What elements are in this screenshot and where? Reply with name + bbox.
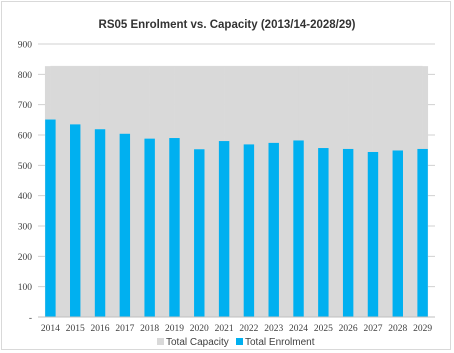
y-tick-label-8: 800	[18, 71, 33, 81]
enrolment-bar-2018	[144, 138, 155, 317]
enrolment-bar-2016	[94, 129, 106, 317]
x-tick-label-2016: 2016	[91, 324, 110, 334]
enrolment-bar-2022	[243, 144, 255, 317]
enrolment-bar-2025	[318, 148, 329, 317]
enrolment-bar-2023	[268, 142, 279, 317]
enrolment-bar-2027	[367, 151, 379, 317]
legend: Total Capacity Total Enrolment	[157, 337, 315, 348]
x-tick-label-2020: 2020	[190, 324, 209, 334]
x-tick-label-2024: 2024	[289, 324, 308, 334]
enrolment-bar-2015	[70, 124, 81, 317]
y-tick-label-7: 700	[18, 101, 33, 111]
x-tick-label-2018: 2018	[140, 324, 159, 334]
chart-title: RS05 Enrolment vs. Capacity (2013/14-202…	[99, 19, 356, 31]
y-tick-label-9: 900	[18, 41, 33, 51]
x-tick-label-2028: 2028	[388, 324, 407, 334]
x-tick-label-2026: 2026	[339, 324, 358, 334]
x-tick-label-2014: 2014	[41, 324, 60, 334]
x-tick-label-2019: 2019	[165, 324, 184, 334]
x-tick-label-2021: 2021	[215, 324, 234, 334]
enrolment-bar-2029	[417, 148, 428, 317]
x-tick-label-2029: 2029	[413, 324, 432, 334]
enrolment-bar-2017	[119, 133, 131, 317]
enrolment-bar-2028	[392, 150, 403, 317]
enrolment-bar-2024	[293, 140, 304, 317]
legend-label-enrolment: Total Enrolment	[245, 337, 315, 348]
enrolment-bar-2019	[169, 138, 180, 317]
legend-swatch-capacity	[157, 338, 164, 345]
y-tick-label-1: 100	[18, 283, 33, 293]
enrolment-bar-2014	[45, 119, 56, 317]
y-tick-label-3: 300	[18, 223, 33, 233]
y-tick-label-2: 200	[18, 253, 33, 263]
y-tick-label-5: 500	[18, 162, 33, 172]
x-tick-label-2023: 2023	[264, 324, 283, 334]
y-tick-label-4: 400	[18, 192, 33, 202]
x-tick-label-2027: 2027	[363, 324, 382, 334]
enrolment-bar-2026	[342, 148, 354, 317]
y-tick-label-6: 600	[18, 132, 33, 142]
legend-label-capacity: Total Capacity	[166, 337, 229, 348]
x-tick-label-2015: 2015	[66, 324, 85, 334]
y-tick-label-0: -	[29, 314, 32, 324]
capacity-area-layer	[44, 65, 429, 318]
x-tick-label-2022: 2022	[239, 324, 258, 334]
enrolment-bar-2021	[218, 141, 230, 317]
axis-layer: - 100 200 300 400 500 600 700 800 900 2014 2015 2016…	[18, 41, 435, 334]
x-tick-label-2025: 2025	[314, 324, 333, 334]
enrolment-bar-2020	[194, 149, 205, 317]
x-tick-label-2017: 2017	[115, 324, 134, 334]
enrolment-bar-layer	[45, 119, 428, 317]
legend-swatch-enrolment	[236, 338, 243, 345]
